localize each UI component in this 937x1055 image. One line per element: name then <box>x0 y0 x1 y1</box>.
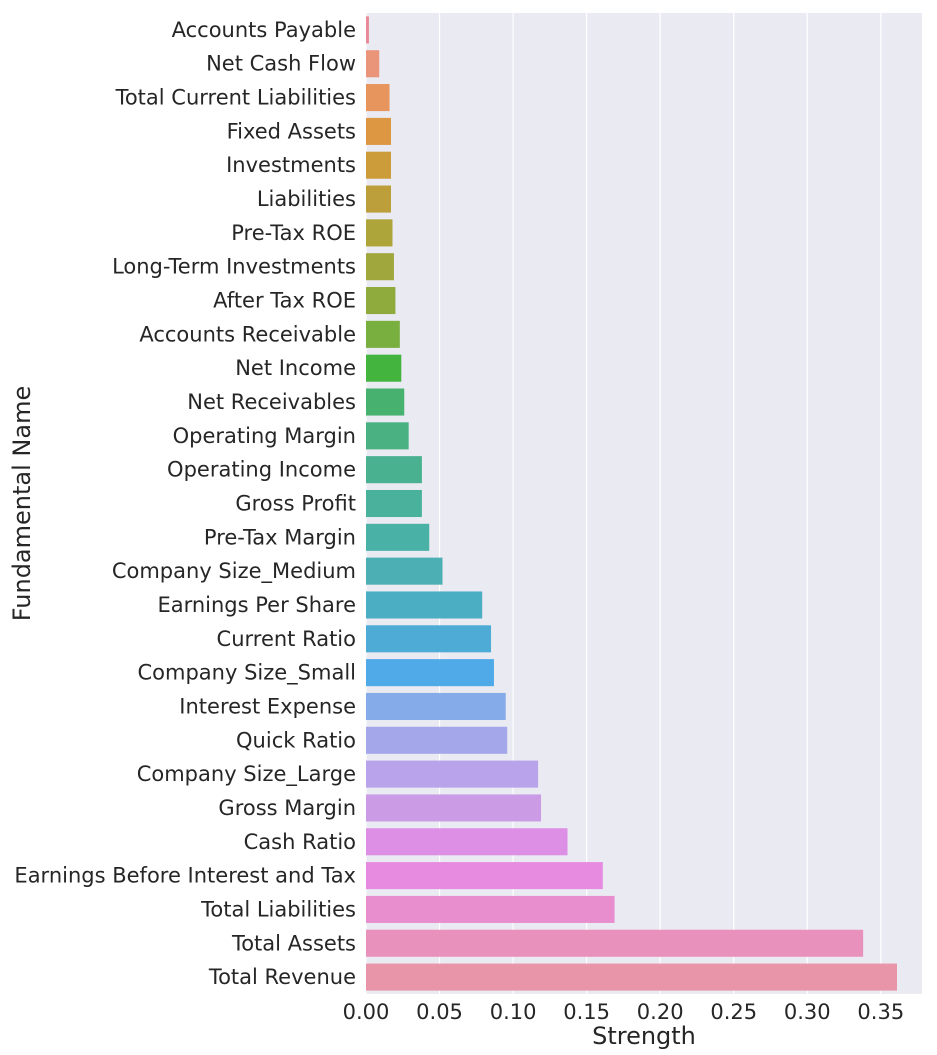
y-tick-label: Pre-Tax ROE <box>231 221 356 245</box>
bar <box>366 726 508 754</box>
y-tick-label: Operating Margin <box>173 424 356 448</box>
x-tick-label: 0.15 <box>563 1000 610 1024</box>
y-tick-label: Operating Income <box>167 458 356 482</box>
y-tick-label: Current Ratio <box>217 627 356 651</box>
bar <box>366 287 396 315</box>
bar <box>366 895 615 923</box>
bar <box>366 963 897 991</box>
y-tick-label: Net Income <box>235 356 356 380</box>
bar <box>366 16 369 44</box>
y-tick-label: Gross Margin <box>218 796 356 820</box>
bars <box>366 16 897 991</box>
bar <box>366 456 422 484</box>
bar <box>366 557 443 585</box>
bar <box>366 253 394 281</box>
bar <box>366 422 409 450</box>
bar <box>366 828 568 856</box>
bar <box>366 84 390 112</box>
bar <box>366 625 492 653</box>
x-axis-title: Strength <box>592 1022 696 1050</box>
x-tick-label: 0.00 <box>343 1000 390 1024</box>
y-tick-label: Net Cash Flow <box>206 52 356 76</box>
y-tick-label: Quick Ratio <box>236 728 356 752</box>
y-tick-label: Company Size_Medium <box>112 559 356 584</box>
bar <box>366 388 405 416</box>
x-tick-label: 0.30 <box>784 1000 831 1024</box>
bar <box>366 320 400 348</box>
y-tick-label: Earnings Before Interest and Tax <box>14 864 356 888</box>
y-tick-label: Long-Term Investments <box>112 255 356 279</box>
y-tick-label: Fixed Assets <box>227 119 356 143</box>
y-tick-label: Investments <box>226 153 356 177</box>
bar <box>366 794 542 822</box>
bar <box>366 523 430 551</box>
y-tick-label: After Tax ROE <box>213 289 356 313</box>
x-tick-label: 0.10 <box>490 1000 537 1024</box>
y-tick-label: Cash Ratio <box>244 830 356 854</box>
bar <box>366 862 603 890</box>
y-tick-label: Earnings Per Share <box>157 593 356 617</box>
bar <box>366 219 393 247</box>
y-tick-label: Company Size_Small <box>137 661 356 686</box>
x-tick-label: 0.20 <box>637 1000 684 1024</box>
y-tick-label: Gross Profit <box>235 492 356 516</box>
bar <box>366 50 380 78</box>
y-tick-label: Total Current Liabilities <box>115 86 356 110</box>
y-tick-label: Net Receivables <box>187 390 356 414</box>
y-axis-title: Fundamental Name <box>8 386 36 621</box>
bar <box>366 760 539 788</box>
y-tick-label: Accounts Payable <box>172 18 356 42</box>
y-tick-label: Total Assets <box>231 931 356 955</box>
x-tick-label: 0.35 <box>857 1000 904 1024</box>
y-tick-label: Pre-Tax Margin <box>204 525 356 549</box>
x-tick-label: 0.05 <box>416 1000 463 1024</box>
y-tick-label: Total Revenue <box>208 965 356 989</box>
bar <box>366 117 392 145</box>
bar <box>366 692 506 720</box>
bar <box>366 354 402 382</box>
bar <box>366 151 392 179</box>
bar <box>366 489 422 518</box>
y-tick-label: Interest Expense <box>179 694 356 718</box>
bar <box>366 659 494 687</box>
y-tick-label: Company Size_Large <box>137 762 356 787</box>
y-tick-label: Liabilities <box>257 187 356 211</box>
y-tick-label: Accounts Receivable <box>139 322 356 346</box>
x-tick-label: 0.25 <box>710 1000 757 1024</box>
bar <box>366 185 392 213</box>
y-tick-labels: Accounts Payable Net Cash Flow Total Curre… <box>14 18 356 989</box>
bar <box>366 929 864 957</box>
y-tick-label: Total Liabilities <box>200 897 356 921</box>
x-tick-labels: 0.00 0.05 0.10 0.15 0.20 0.25 0.30 0.35 <box>343 1000 905 1024</box>
bar <box>366 591 483 619</box>
